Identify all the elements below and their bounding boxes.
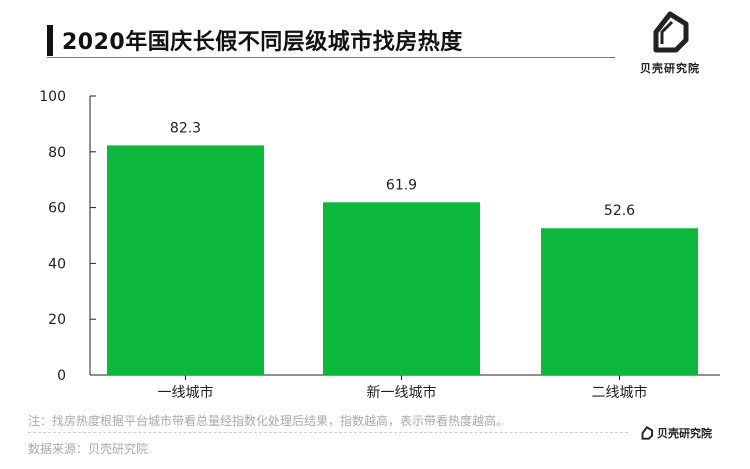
footnote: 注：找房热度根据平台城市带看总量经指数化处理后结果，指数越高，表示带看热度越高。 <box>28 414 509 428</box>
bar <box>323 202 480 375</box>
footer-brand: 贝壳研究院 <box>640 425 712 441</box>
brand-name: 贝壳研究院 <box>640 62 700 75</box>
data-label: 61.9 <box>386 177 417 193</box>
y-tick-label: 100 <box>39 89 66 105</box>
chart-title: 2020年国庆长假不同层级城市找房热度 <box>62 30 463 55</box>
bar <box>541 228 698 375</box>
y-tick-label: 60 <box>48 201 66 217</box>
title-accent-bar <box>47 25 53 56</box>
y-tick-label: 20 <box>48 312 66 328</box>
x-tick-label: 新一线城市 <box>367 384 437 401</box>
footer-brand-name: 贝壳研究院 <box>657 427 712 440</box>
y-tick-label: 40 <box>48 256 66 272</box>
brand-logo-icon <box>641 426 654 440</box>
y-tick-label: 80 <box>48 145 66 161</box>
x-tick-label: 一线城市 <box>158 384 214 401</box>
data-label: 52.6 <box>604 203 635 219</box>
data-source: 数据来源：贝壳研究院 <box>28 442 149 456</box>
bar <box>107 145 264 375</box>
x-tick-label: 二线城市 <box>592 384 648 401</box>
data-label: 82.3 <box>170 120 201 136</box>
y-tick-label: 0 <box>57 368 66 384</box>
title-divider <box>47 57 615 58</box>
brand-logo-icon <box>645 10 695 58</box>
footer-divider <box>28 432 628 433</box>
bar-chart: 0 20 40 60 80 100 82.3 一线城市 61.9 新一线城市 52.6 二线城市 <box>39 89 720 401</box>
